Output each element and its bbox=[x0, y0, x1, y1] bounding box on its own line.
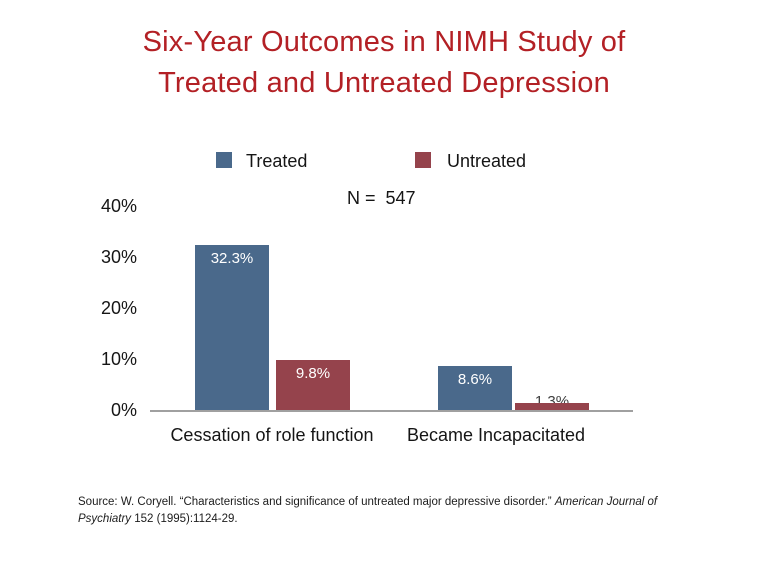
source-citation: Source: W. Coryell. “Characteristics and… bbox=[78, 494, 706, 528]
bar-treated-1 bbox=[438, 366, 512, 410]
legend-label-untreated: Untreated bbox=[447, 151, 527, 171]
slide-title: Six-Year Outcomes in NIMH Study of Treat… bbox=[0, 22, 768, 104]
category-label-0: Cessation of role function bbox=[170, 425, 374, 445]
legend-swatch-treated bbox=[216, 152, 232, 168]
legend-swatch-untreated bbox=[415, 152, 431, 168]
slide-title-line2: Treated and Untreated Depression bbox=[158, 67, 610, 99]
bar-value-label: 32.3% bbox=[210, 250, 254, 267]
legend-label-treated: Treated bbox=[246, 151, 308, 171]
bar-untreated-1 bbox=[515, 403, 589, 410]
y-axis-tick-0: 0% bbox=[110, 400, 137, 420]
bar-value-label: 9.8% bbox=[295, 365, 331, 382]
y-axis-tick-20: 20% bbox=[100, 298, 137, 318]
y-axis-tick-40: 40% bbox=[100, 196, 137, 216]
slide-title-line1: Six-Year Outcomes in NIMH Study of bbox=[142, 26, 626, 58]
sample-size-label: N = 547 bbox=[347, 188, 416, 208]
x-axis-line bbox=[150, 410, 633, 412]
bar-untreated-0 bbox=[276, 360, 350, 410]
y-axis-tick-30: 30% bbox=[100, 247, 137, 267]
y-axis-tick-10: 10% bbox=[100, 349, 137, 369]
source-text-prefix: Source: W. Coryell. “Characteristics and… bbox=[78, 496, 555, 508]
source-journal-title: American Journal of Psychiatry bbox=[78, 496, 658, 525]
bar-value-label: 8.6% bbox=[457, 371, 493, 388]
source-text-suffix: 152 (1995):1124-29. bbox=[131, 513, 238, 525]
category-label-1: Became Incapacitated bbox=[406, 425, 586, 445]
bar-treated-0 bbox=[195, 245, 269, 410]
